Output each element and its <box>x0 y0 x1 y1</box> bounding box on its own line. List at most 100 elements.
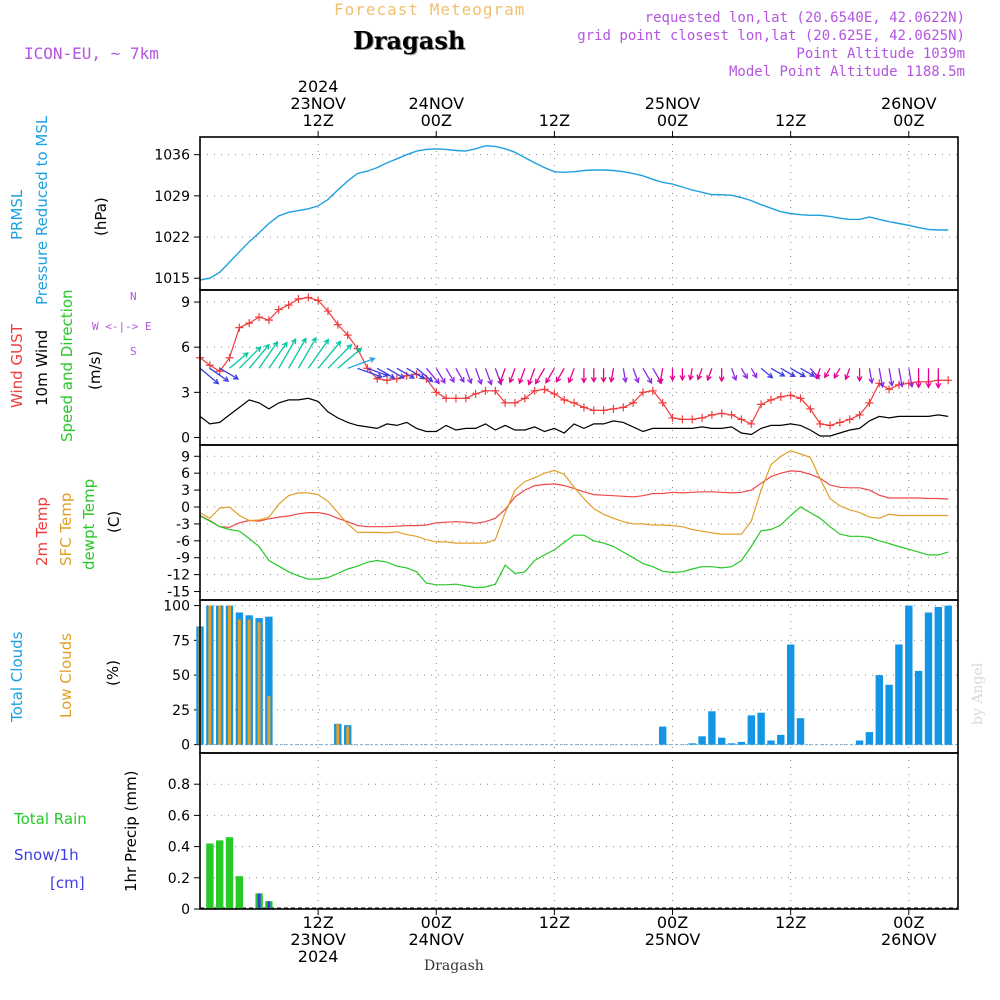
panel-frame <box>199 599 959 754</box>
rain-label: Total Rain <box>14 810 87 828</box>
gust-marker <box>668 413 677 422</box>
time-label-line: 00Z <box>656 913 689 932</box>
gust-marker <box>343 331 352 340</box>
wind-direction-arrow <box>833 367 841 379</box>
gust-marker <box>461 394 470 403</box>
time-label-line: 24NOV <box>408 94 465 113</box>
wind-direction-arrow <box>760 367 774 379</box>
gust-marker <box>855 410 864 419</box>
wind-direction-arrow <box>800 367 816 377</box>
y-tick-label: 100 <box>163 599 190 615</box>
time-label: 26NOV 00Z <box>869 95 949 129</box>
wind-direction-arrow <box>669 368 676 382</box>
chart-title: Dragash <box>353 26 466 55</box>
time-label-line: 25NOV <box>644 930 701 949</box>
total-cloud-bar <box>727 743 736 745</box>
y-tick-label: 3 <box>181 483 190 499</box>
wind-direction-arrow <box>545 367 555 384</box>
wind-direction-arrow <box>815 368 821 380</box>
y-tick-label: -3 <box>176 517 190 533</box>
gust-marker <box>727 410 736 419</box>
gust-marker <box>865 398 874 407</box>
wind-direction-arrow <box>908 368 915 389</box>
total-cloud-bar <box>718 737 726 745</box>
compass-s: S <box>130 345 137 358</box>
gust-marker <box>501 398 510 407</box>
chart-subtitle: Forecast Meteogram <box>334 0 526 19</box>
time-label-line: 12Z <box>538 913 571 932</box>
wind-direction-arrow <box>297 336 317 369</box>
wind-direction-arrow <box>657 368 664 385</box>
y-tick-label: 25 <box>172 703 190 719</box>
rain-bar <box>216 840 224 909</box>
y-tick-label: -9 <box>176 551 190 567</box>
wind-direction-arrow <box>209 367 230 382</box>
gust-marker <box>589 406 598 415</box>
gust-marker <box>333 320 342 329</box>
rain-bar <box>235 876 244 909</box>
time-label-line: 24NOV <box>408 930 465 949</box>
wind-direction-arrow <box>406 367 426 380</box>
wind-direction-arrow <box>307 338 330 369</box>
wind-direction-arrow <box>474 368 483 386</box>
wind-direction-arrow <box>696 368 703 381</box>
gust-marker <box>648 386 657 395</box>
total-cloud-bar <box>905 605 913 745</box>
wind-direction-arrow <box>248 343 270 369</box>
y-tick-label: 75 <box>172 633 190 649</box>
wind-direction-arrow <box>535 367 546 385</box>
time-label-line: 12Z <box>302 111 334 130</box>
gust-marker <box>570 398 579 407</box>
low-cloud-bar <box>237 619 241 745</box>
time-label-line: 23NOV <box>290 930 346 949</box>
gridpoint-coords: grid point closest lon,lat (20.625E, 42.… <box>577 28 965 44</box>
gust-marker <box>757 400 766 409</box>
compass-we: W <-|-> E <box>92 320 152 333</box>
total-cloud-bar <box>934 607 942 745</box>
low-cloud-bar <box>336 723 340 745</box>
wind-direction-arrow <box>898 368 905 388</box>
wind-direction-arrow <box>925 368 932 389</box>
time-label-line: 00Z <box>420 111 452 130</box>
gust-marker <box>471 389 480 398</box>
gust-marker <box>835 418 844 427</box>
time-label-line: 2024 <box>297 77 339 96</box>
wind-direction-arrow <box>527 368 536 386</box>
gust-marker <box>314 296 323 305</box>
gust-marker <box>796 394 805 403</box>
time-label-line: 12Z <box>538 111 571 130</box>
time-label-line: 12Z <box>774 913 807 932</box>
wind-direction-arrow <box>580 368 587 384</box>
y-tick-label: 6 <box>181 340 190 356</box>
snow-label: Snow/1h <box>14 846 79 864</box>
time-label-line: 00Z <box>656 111 689 130</box>
time-label: 00Z 25NOV <box>633 914 713 948</box>
snow-bar <box>257 893 261 909</box>
y-tick-label: -15 <box>167 585 190 601</box>
time-label-line: 12Z <box>774 111 807 130</box>
model-altitude: Model Point Altitude 1188.5m <box>728 64 965 80</box>
wind-direction-arrow <box>878 368 885 389</box>
wind-direction-arrow <box>465 368 473 385</box>
gust-marker <box>816 419 825 428</box>
wind-direction-arrow <box>856 368 863 383</box>
gust-marker <box>944 376 953 385</box>
gust-marker <box>599 406 608 415</box>
wind-direction-arrow <box>642 367 653 385</box>
wind-direction-arrow <box>608 368 615 384</box>
panel-frame <box>199 752 959 910</box>
total-cloud-bar <box>698 736 706 745</box>
wind-direction-arrow <box>915 368 922 389</box>
time-label: 12Z <box>514 914 594 931</box>
time-label: 2024 23NOV 12Z <box>278 78 358 129</box>
gust-marker <box>363 364 372 373</box>
wind-direction-arrow <box>219 367 240 380</box>
wind-direction-arrow <box>730 368 738 382</box>
wind-direction-arrow <box>376 367 396 379</box>
wind-direction-arrow <box>498 368 506 384</box>
gust-marker <box>737 415 746 424</box>
wind-direction-arrow <box>706 368 713 382</box>
gust-marker <box>432 388 441 397</box>
time-label-line: 2024 <box>297 947 339 966</box>
gust-marker <box>245 319 254 328</box>
